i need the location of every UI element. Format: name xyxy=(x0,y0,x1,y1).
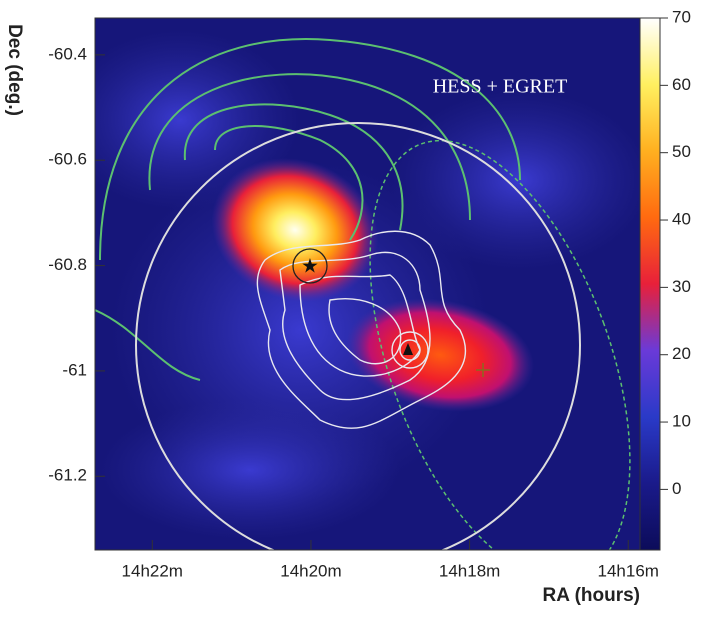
x-axis-label: RA (hours) xyxy=(543,585,640,606)
x-tick-label: 14h20m xyxy=(280,561,341,580)
colorbar-tick-label: 0 xyxy=(672,479,681,498)
star-marker: ★ xyxy=(301,255,319,277)
x-tick-label: 14h16m xyxy=(598,561,659,580)
y-axis-label: Dec (deg.) xyxy=(4,24,25,116)
y-tick-label: -60.6 xyxy=(48,150,87,169)
sky-map: ★ xyxy=(95,18,640,550)
colorbar xyxy=(639,17,661,551)
y-tick-label: -61.2 xyxy=(48,466,87,485)
colorbar-tick-label: 10 xyxy=(672,412,691,431)
colorbar-tick-label: 40 xyxy=(672,210,691,229)
x-tick-label: 14h22m xyxy=(122,561,183,580)
colorbar-tick-label: 20 xyxy=(672,344,691,363)
x-tick-label: 14h18m xyxy=(439,561,500,580)
y-tick-label: -60.8 xyxy=(48,255,87,274)
colorbar-tick-label: 30 xyxy=(672,277,691,296)
chart-title: HESS + EGRET xyxy=(433,76,568,98)
triangle-marker xyxy=(403,343,413,355)
colorbar-tick-label: 50 xyxy=(672,142,691,161)
y-tick-label: -60.4 xyxy=(48,44,87,63)
colorbar-tick-label: 70 xyxy=(672,7,691,26)
cross-marker xyxy=(476,363,490,377)
y-tick-label: -61 xyxy=(62,360,87,379)
colorbar-tick-label: 60 xyxy=(672,75,691,94)
